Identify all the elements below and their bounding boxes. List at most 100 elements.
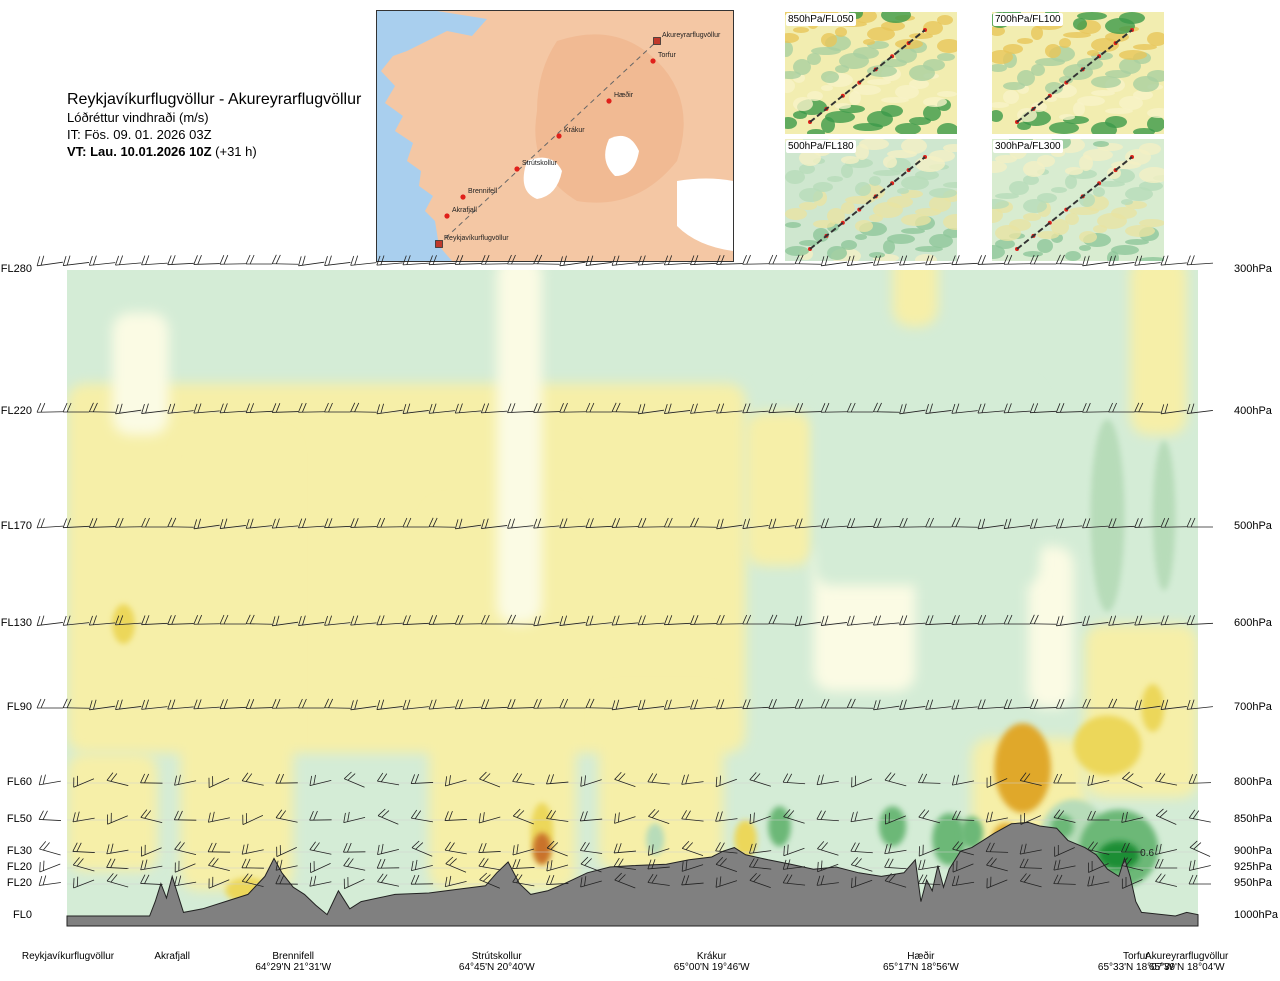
wind-barb: [140, 809, 163, 824]
wind-barb: [507, 699, 534, 709]
wind-barb: [742, 403, 769, 414]
wind-barb: [480, 699, 508, 710]
wind-barb: [115, 517, 142, 528]
wind-barb: [1003, 614, 1030, 625]
right-level-label: 850hPa: [1234, 813, 1272, 825]
wind-barb: [512, 808, 534, 825]
wind-barb: [951, 255, 978, 266]
velocity-cell: [734, 820, 757, 859]
wind-barb: [1055, 254, 1083, 265]
wind-barb: [533, 615, 560, 627]
wind-barb: [580, 856, 602, 873]
valid-time: VT: Lau. 10.01.2026 10Z (+31 h): [67, 143, 361, 160]
wind-barb: [1160, 699, 1187, 710]
wind-barb: [1121, 876, 1143, 889]
wind-barb: [88, 255, 116, 266]
wind-barb: [167, 403, 194, 414]
wind-barb: [768, 699, 795, 709]
wind-barb: [1029, 699, 1057, 709]
wind-barb: [1186, 615, 1214, 626]
wind-barb: [1055, 403, 1083, 413]
station-coord: 65°00'N 19°46'W: [673, 962, 750, 973]
wind-barb: [846, 615, 874, 626]
left-level-label: FL60: [6, 776, 32, 788]
map-point-label: Brennifell: [468, 188, 498, 195]
wind-barb: [174, 841, 197, 856]
wind-barb: [1108, 255, 1135, 266]
wind-barb: [613, 857, 636, 870]
wind-barb: [951, 615, 978, 625]
velocity-band: [813, 383, 1040, 586]
left-level-label: FL0: [13, 909, 32, 921]
valid-time-label: VT: Lau. 10.01.2026 10Z: [67, 144, 212, 159]
velocity-band: [180, 435, 294, 891]
thumbnail-300hpa[interactable]: 300hPa/FL300: [992, 139, 1164, 261]
wind-barb: [1087, 774, 1110, 786]
wind-barb: [193, 699, 220, 710]
wind-barb: [62, 255, 90, 266]
wind-barb: [690, 517, 717, 528]
station-name: Reykjavíkurflugvöllur: [21, 951, 115, 962]
wind-barb: [193, 614, 220, 625]
thumbnail-700hpa[interactable]: 700hPa/FL100: [992, 12, 1164, 134]
thumbnail-500hpa[interactable]: 500hPa/FL180: [785, 139, 957, 261]
left-level-label: FL130: [0, 617, 32, 629]
wind-barb: [546, 875, 569, 885]
station-label: Akureyrarflugvöllur 65°39'N 18°04'W: [1145, 951, 1228, 973]
wind-barb: [512, 873, 535, 887]
wind-barb: [820, 615, 848, 626]
wind-barb: [275, 809, 298, 823]
wind-barb: [816, 810, 839, 822]
wind-barb: [219, 614, 246, 625]
wind-barb: [663, 517, 691, 528]
wind-barb: [350, 518, 377, 528]
wind-barb: [820, 402, 848, 413]
wind-barb: [952, 774, 975, 786]
wind-barb: [174, 774, 197, 786]
map-glacier-vatnajokull: [677, 178, 733, 251]
map-point-marker: [444, 213, 450, 219]
wind-barb: [428, 255, 456, 266]
wind-barb: [986, 775, 1008, 788]
wind-barb: [850, 857, 873, 872]
wind-barb: [298, 255, 325, 267]
wind-barb: [410, 874, 434, 885]
wind-barb: [647, 844, 670, 856]
wind-barb: [324, 698, 351, 709]
wind-barb: [681, 810, 704, 822]
wind-barb: [1134, 402, 1161, 413]
wind-barb: [1122, 771, 1143, 788]
variable-label: Lóðréttur vindhraði (m/s): [67, 110, 209, 125]
wind-barb: [647, 773, 670, 785]
wind-barb: [873, 699, 900, 711]
wind-barb: [115, 699, 142, 710]
wind-barb: [951, 699, 978, 710]
wind-barb: [38, 875, 61, 886]
wind-barb: [107, 812, 128, 825]
velocity-cell: [994, 723, 1051, 813]
map-point-label: Hæðir: [614, 91, 634, 99]
wind-barb: [977, 518, 1004, 530]
wind-barb: [1108, 518, 1135, 529]
wind-barb: [749, 812, 771, 825]
wind-barb: [1155, 808, 1177, 825]
map-glacier-langjokull: [523, 157, 562, 199]
wind-barb: [749, 772, 771, 787]
wind-barb: [918, 773, 941, 784]
map-point-label: Torfur: [658, 52, 677, 59]
wind-barb: [174, 875, 197, 887]
station-name: Krákur: [696, 951, 727, 962]
wind-barb: [690, 403, 717, 414]
wind-barb: [614, 812, 636, 824]
wind-barb: [298, 402, 325, 413]
wind-barb: [36, 698, 63, 709]
wind-barb: [343, 842, 366, 853]
wind-barb: [1155, 873, 1178, 887]
wind-barb: [1160, 403, 1187, 415]
thumbnail-850hpa[interactable]: 850hPa/FL050: [785, 12, 957, 134]
wind-barb: [1186, 255, 1213, 266]
wind-barb: [611, 699, 638, 711]
station-coord: 64°45'N 20°40'W: [458, 962, 535, 973]
wind-barb: [647, 873, 670, 886]
